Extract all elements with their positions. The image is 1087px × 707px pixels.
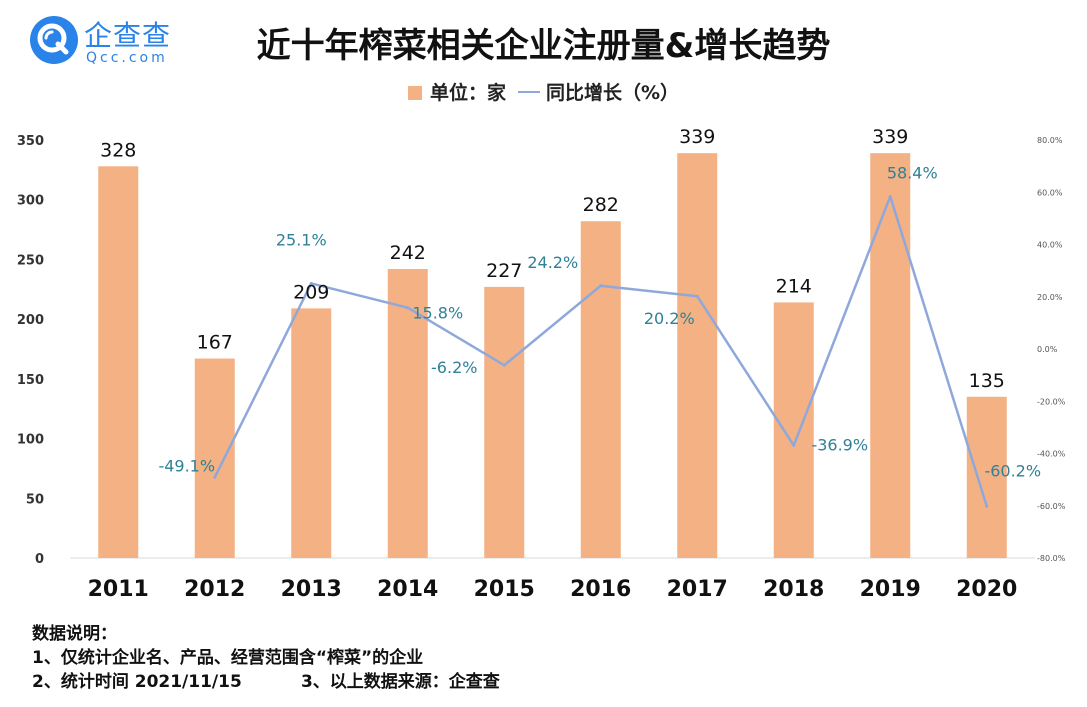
- legend-bar-swatch: [407, 86, 422, 100]
- bar: [870, 153, 911, 558]
- x-tick-label: 2018: [763, 577, 824, 602]
- bar: [773, 302, 814, 558]
- bar-value-label: 242: [390, 242, 426, 264]
- x-tick-label: 2011: [88, 577, 149, 602]
- bar: [484, 286, 525, 558]
- y-right-tick-label: -80.0%: [1037, 554, 1066, 563]
- growth-value-label: -6.2%: [431, 358, 477, 377]
- growth-point: [213, 475, 217, 479]
- y-right-tick-label: 80.0%: [1037, 136, 1063, 145]
- bar-value-label: 167: [197, 332, 233, 354]
- growth-point: [502, 363, 506, 367]
- y-left-tick-label: 300: [17, 194, 44, 209]
- x-tick-label: 2014: [377, 577, 438, 602]
- y-right-tick-label: -60.0%: [1037, 502, 1066, 511]
- data-notes: 数据说明： 1、仅统计企业名、产品、经营范围含“榨菜”的企业 2、统计时间 20…: [32, 622, 500, 694]
- growth-value-label: 25.1%: [276, 230, 327, 249]
- growth-point: [599, 284, 603, 288]
- y-right-tick-label: 0.0%: [1037, 345, 1058, 354]
- brand-domain: Qcc.com: [86, 50, 168, 66]
- legend-bar-label: 单位：家: [429, 82, 506, 104]
- legend-line-swatch: [517, 91, 540, 93]
- bar: [291, 308, 332, 558]
- chart-title: 近十年榨菜相关企业注册量&增长趋势: [256, 26, 831, 66]
- legend-line-label: 同比增长（%）: [545, 82, 680, 104]
- growth-point: [985, 504, 989, 508]
- growth-value-label: -49.1%: [158, 456, 215, 475]
- bar: [580, 221, 621, 558]
- x-tick-label: 2017: [667, 577, 728, 602]
- x-tick-label: 2013: [281, 577, 342, 602]
- bar: [194, 358, 235, 558]
- y-right-tick-label: 40.0%: [1037, 241, 1063, 250]
- y-left-tick-label: 0: [35, 552, 44, 567]
- notes-line-2: 2、统计时间 2021/11/15 3、以上数据来源：企查查: [32, 672, 500, 692]
- growth-point: [888, 194, 892, 198]
- growth-point: [309, 281, 313, 285]
- brand-logo: 企查查 Qcc.com: [22, 8, 222, 70]
- growth-value-label: 15.8%: [412, 304, 463, 323]
- notes-heading: 数据说明：: [32, 624, 117, 644]
- x-tick-label: 2019: [860, 577, 921, 602]
- qcc-logo-icon: [30, 16, 78, 64]
- bar-value-label: 282: [583, 194, 619, 216]
- notes-line-1: 1、仅统计企业名、产品、经营范围含“榨菜”的企业: [32, 648, 424, 668]
- y-right-tick-label: -40.0%: [1037, 450, 1066, 459]
- x-tick-label: 2012: [184, 577, 245, 602]
- x-tick-label: 2016: [570, 577, 631, 602]
- bar-value-label: 328: [100, 139, 136, 161]
- chart-legend: 单位：家 同比增长（%）: [0, 78, 1087, 105]
- bar-value-label: 339: [872, 126, 908, 148]
- y-left-tick-label: 350: [17, 134, 44, 149]
- x-tick-label: 2015: [474, 577, 535, 602]
- y-right-tick-label: 20.0%: [1037, 293, 1063, 302]
- bar-value-label: 214: [776, 275, 812, 297]
- bar-value-label: 339: [679, 126, 715, 148]
- brand-name: 企查查: [84, 19, 172, 52]
- bar: [966, 396, 1007, 558]
- bar: [98, 166, 139, 558]
- y-right-tick-label: 60.0%: [1037, 188, 1063, 197]
- y-left-tick-label: 200: [17, 313, 44, 328]
- bar: [387, 268, 428, 558]
- growth-value-label: -36.9%: [811, 435, 868, 454]
- y-left-tick-label: 150: [17, 373, 44, 388]
- growth-point: [695, 294, 699, 298]
- y-left-tick-label: 50: [26, 492, 44, 507]
- bar: [677, 153, 718, 558]
- growth-value-label: -60.2%: [984, 461, 1041, 480]
- growth-point: [792, 443, 796, 447]
- bar-value-label: 135: [969, 370, 1005, 392]
- bar-value-label: 209: [293, 281, 329, 303]
- y-left-tick-label: 250: [17, 253, 44, 268]
- growth-value-label: 20.2%: [644, 309, 695, 328]
- x-tick-label: 2020: [956, 577, 1017, 602]
- y-right-tick-label: -20.0%: [1037, 397, 1066, 406]
- bar-value-label: 227: [486, 260, 522, 282]
- growth-value-label: 58.4%: [887, 163, 938, 182]
- growth-point: [406, 306, 410, 310]
- y-left-tick-label: 100: [17, 433, 44, 448]
- growth-value-label: 24.2%: [527, 253, 578, 272]
